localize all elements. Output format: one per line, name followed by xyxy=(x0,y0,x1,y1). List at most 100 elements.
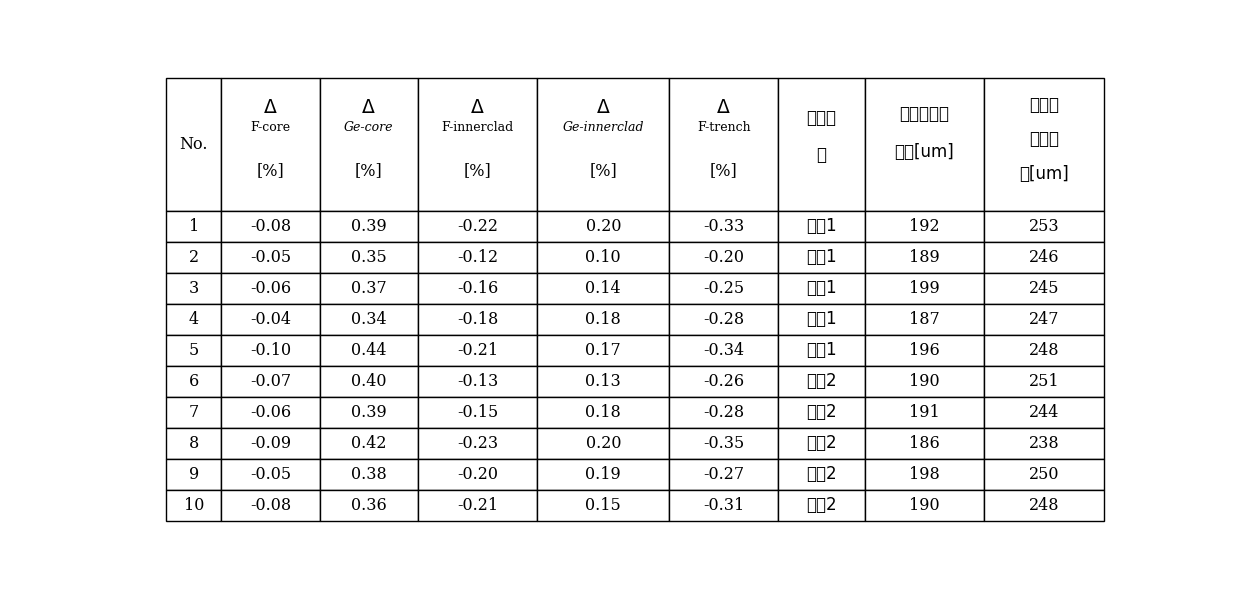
Text: 186: 186 xyxy=(909,435,940,452)
Text: 9: 9 xyxy=(188,466,199,483)
Bar xyxy=(320,490,418,521)
Bar xyxy=(778,366,865,397)
Bar xyxy=(538,397,669,428)
Text: 0.38: 0.38 xyxy=(351,466,387,483)
Bar xyxy=(320,397,418,428)
Text: 组刖2: 组刖2 xyxy=(807,403,836,422)
Bar xyxy=(669,428,778,459)
Bar xyxy=(222,78,320,211)
Text: -0.20: -0.20 xyxy=(704,249,745,266)
Text: 250: 250 xyxy=(1028,466,1059,483)
Text: -0.21: -0.21 xyxy=(457,342,498,359)
Bar xyxy=(320,428,418,459)
Text: -0.35: -0.35 xyxy=(703,435,745,452)
Bar xyxy=(418,78,538,211)
Bar xyxy=(669,459,778,490)
Text: 6: 6 xyxy=(188,373,199,390)
Bar xyxy=(166,273,222,304)
Text: 0.40: 0.40 xyxy=(351,373,387,390)
Text: 0.17: 0.17 xyxy=(585,342,621,359)
Text: -0.06: -0.06 xyxy=(250,404,291,421)
Bar xyxy=(166,211,222,242)
Text: 0.15: 0.15 xyxy=(585,497,621,514)
Text: F-innerclad: F-innerclad xyxy=(441,121,514,134)
Text: $\Delta$: $\Delta$ xyxy=(716,98,731,117)
Bar xyxy=(984,211,1104,242)
Bar xyxy=(222,366,320,397)
Text: -0.28: -0.28 xyxy=(704,404,745,421)
Text: -0.34: -0.34 xyxy=(704,342,745,359)
Bar xyxy=(669,211,778,242)
Bar xyxy=(320,211,418,242)
Bar xyxy=(538,366,669,397)
Text: F-trench: F-trench xyxy=(696,121,751,134)
Text: 251: 251 xyxy=(1028,373,1059,390)
Text: 191: 191 xyxy=(909,404,940,421)
Bar xyxy=(538,335,669,366)
Bar xyxy=(320,273,418,304)
Bar xyxy=(418,397,538,428)
Text: 0.44: 0.44 xyxy=(351,342,387,359)
Text: 198: 198 xyxy=(909,466,940,483)
Bar xyxy=(418,366,538,397)
Bar xyxy=(865,304,984,335)
Text: 0.18: 0.18 xyxy=(585,311,621,328)
Text: 196: 196 xyxy=(909,342,940,359)
Text: 10: 10 xyxy=(183,497,204,514)
Text: -0.09: -0.09 xyxy=(250,435,291,452)
Text: 0.36: 0.36 xyxy=(351,497,387,514)
Text: 第一涂覆层: 第一涂覆层 xyxy=(900,105,949,123)
Text: 189: 189 xyxy=(909,249,940,266)
Bar xyxy=(222,335,320,366)
Text: 组刖1: 组刖1 xyxy=(807,218,836,235)
Text: 246: 246 xyxy=(1028,249,1059,266)
Text: 覆层直: 覆层直 xyxy=(1028,130,1059,148)
Text: 245: 245 xyxy=(1028,280,1059,297)
Bar xyxy=(222,490,320,521)
Bar xyxy=(778,428,865,459)
Bar xyxy=(418,242,538,273)
Bar xyxy=(222,304,320,335)
Bar xyxy=(538,459,669,490)
Text: 组刖2: 组刖2 xyxy=(807,372,836,390)
Text: 253: 253 xyxy=(1028,218,1059,235)
Bar xyxy=(865,459,984,490)
Text: $\Delta$: $\Delta$ xyxy=(362,98,377,117)
Text: 0.20: 0.20 xyxy=(586,218,621,235)
Bar xyxy=(538,490,669,521)
Bar xyxy=(222,397,320,428)
Bar xyxy=(669,490,778,521)
Text: 199: 199 xyxy=(909,280,940,297)
Text: 244: 244 xyxy=(1028,404,1059,421)
Bar xyxy=(222,428,320,459)
Bar xyxy=(166,304,222,335)
Text: $\Delta$: $\Delta$ xyxy=(471,98,484,117)
Text: 0.39: 0.39 xyxy=(351,404,387,421)
Bar xyxy=(984,397,1104,428)
Text: -0.04: -0.04 xyxy=(250,311,291,328)
Bar xyxy=(865,335,984,366)
Bar xyxy=(865,397,984,428)
Bar xyxy=(320,459,418,490)
Text: -0.16: -0.16 xyxy=(457,280,498,297)
Bar xyxy=(418,335,538,366)
Text: -0.28: -0.28 xyxy=(704,311,745,328)
Bar xyxy=(320,335,418,366)
Text: 7: 7 xyxy=(188,404,199,421)
Bar xyxy=(538,304,669,335)
Bar xyxy=(166,335,222,366)
Bar xyxy=(166,459,222,490)
Text: 1: 1 xyxy=(188,218,199,235)
Text: -0.26: -0.26 xyxy=(704,373,745,390)
Bar xyxy=(166,397,222,428)
Text: 涂料组: 涂料组 xyxy=(807,109,836,127)
Text: 5: 5 xyxy=(188,342,199,359)
Bar xyxy=(984,78,1104,211)
Bar xyxy=(984,459,1104,490)
Text: 190: 190 xyxy=(909,373,940,390)
Text: 248: 248 xyxy=(1028,497,1059,514)
Text: 组刖2: 组刖2 xyxy=(807,435,836,452)
Bar xyxy=(669,335,778,366)
Bar xyxy=(984,335,1104,366)
Text: -0.05: -0.05 xyxy=(250,466,291,483)
